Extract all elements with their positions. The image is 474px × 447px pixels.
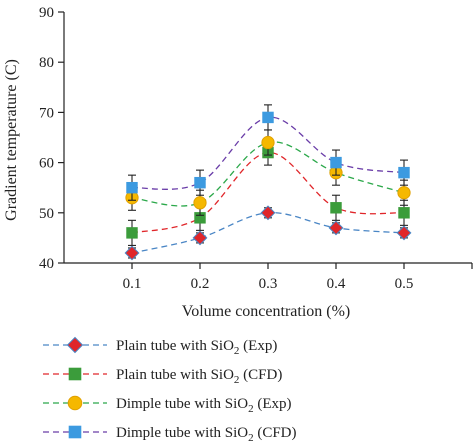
legend-item: Plain tube with SiO2 (Exp): [43, 336, 277, 357]
data-point: [262, 111, 274, 124]
data-point: [398, 166, 410, 179]
data-point: [126, 227, 138, 239]
y-tick-label: 40: [39, 256, 54, 272]
x-tick-label: 0.2: [191, 276, 210, 292]
data-point: [328, 220, 344, 236]
data-point: [260, 205, 276, 221]
data-point: [330, 202, 342, 214]
y-axis-label: Gradient temperature (C): [3, 59, 20, 221]
y-tick-label: 60: [39, 156, 54, 172]
data-point: [124, 245, 140, 261]
x-tick-label: 0.4: [327, 276, 346, 292]
legend-label: Dimple tube with SiO2 (CFD): [116, 425, 297, 444]
x-tick-label: 0.5: [395, 276, 414, 292]
series-1: [126, 139, 410, 246]
legend-item: Dimple tube with SiO2 (CFD): [43, 425, 297, 444]
legend-item: Dimple tube with SiO2 (Exp): [43, 395, 291, 415]
legend-label: Plain tube with SiO2 (Exp): [116, 338, 277, 357]
series-3: [126, 104, 410, 201]
data-point: [396, 225, 412, 241]
legend-label: Plain tube with SiO2 (CFD): [116, 367, 282, 386]
legend-marker: [68, 367, 82, 381]
data-point: [261, 135, 275, 150]
data-point: [194, 176, 206, 189]
data-point: [330, 156, 342, 169]
series-0: [124, 205, 412, 261]
legend: Plain tube with SiO2 (Exp) Plain tube wit…: [43, 336, 297, 444]
data-point: [192, 230, 208, 246]
data-point: [398, 207, 410, 219]
y-tick-label: 50: [39, 206, 54, 222]
data-point: [397, 186, 411, 200]
legend-item: Plain tube with SiO2 (CFD): [43, 367, 282, 386]
legend-label: Dimple tube with SiO2 (Exp): [116, 396, 291, 415]
y-tick-label: 80: [39, 55, 54, 71]
legend-marker: [68, 425, 82, 439]
legend-marker: [66, 336, 84, 354]
series-layer: [124, 104, 412, 261]
x-axis-label: Volume concentration (%): [182, 303, 351, 320]
legend-marker: [67, 395, 83, 411]
y-tick-label: 90: [39, 5, 54, 21]
x-tick-label: 0.1: [123, 276, 142, 292]
y-tick-label: 70: [39, 105, 54, 121]
axes: 40 50 60 70 80 90 0.1 0.2 0.3 0.4 0.5: [39, 5, 473, 292]
x-tick-label: 0.3: [259, 276, 278, 292]
series-2: [125, 129, 411, 216]
data-point: [193, 196, 207, 210]
data-point: [126, 181, 138, 194]
